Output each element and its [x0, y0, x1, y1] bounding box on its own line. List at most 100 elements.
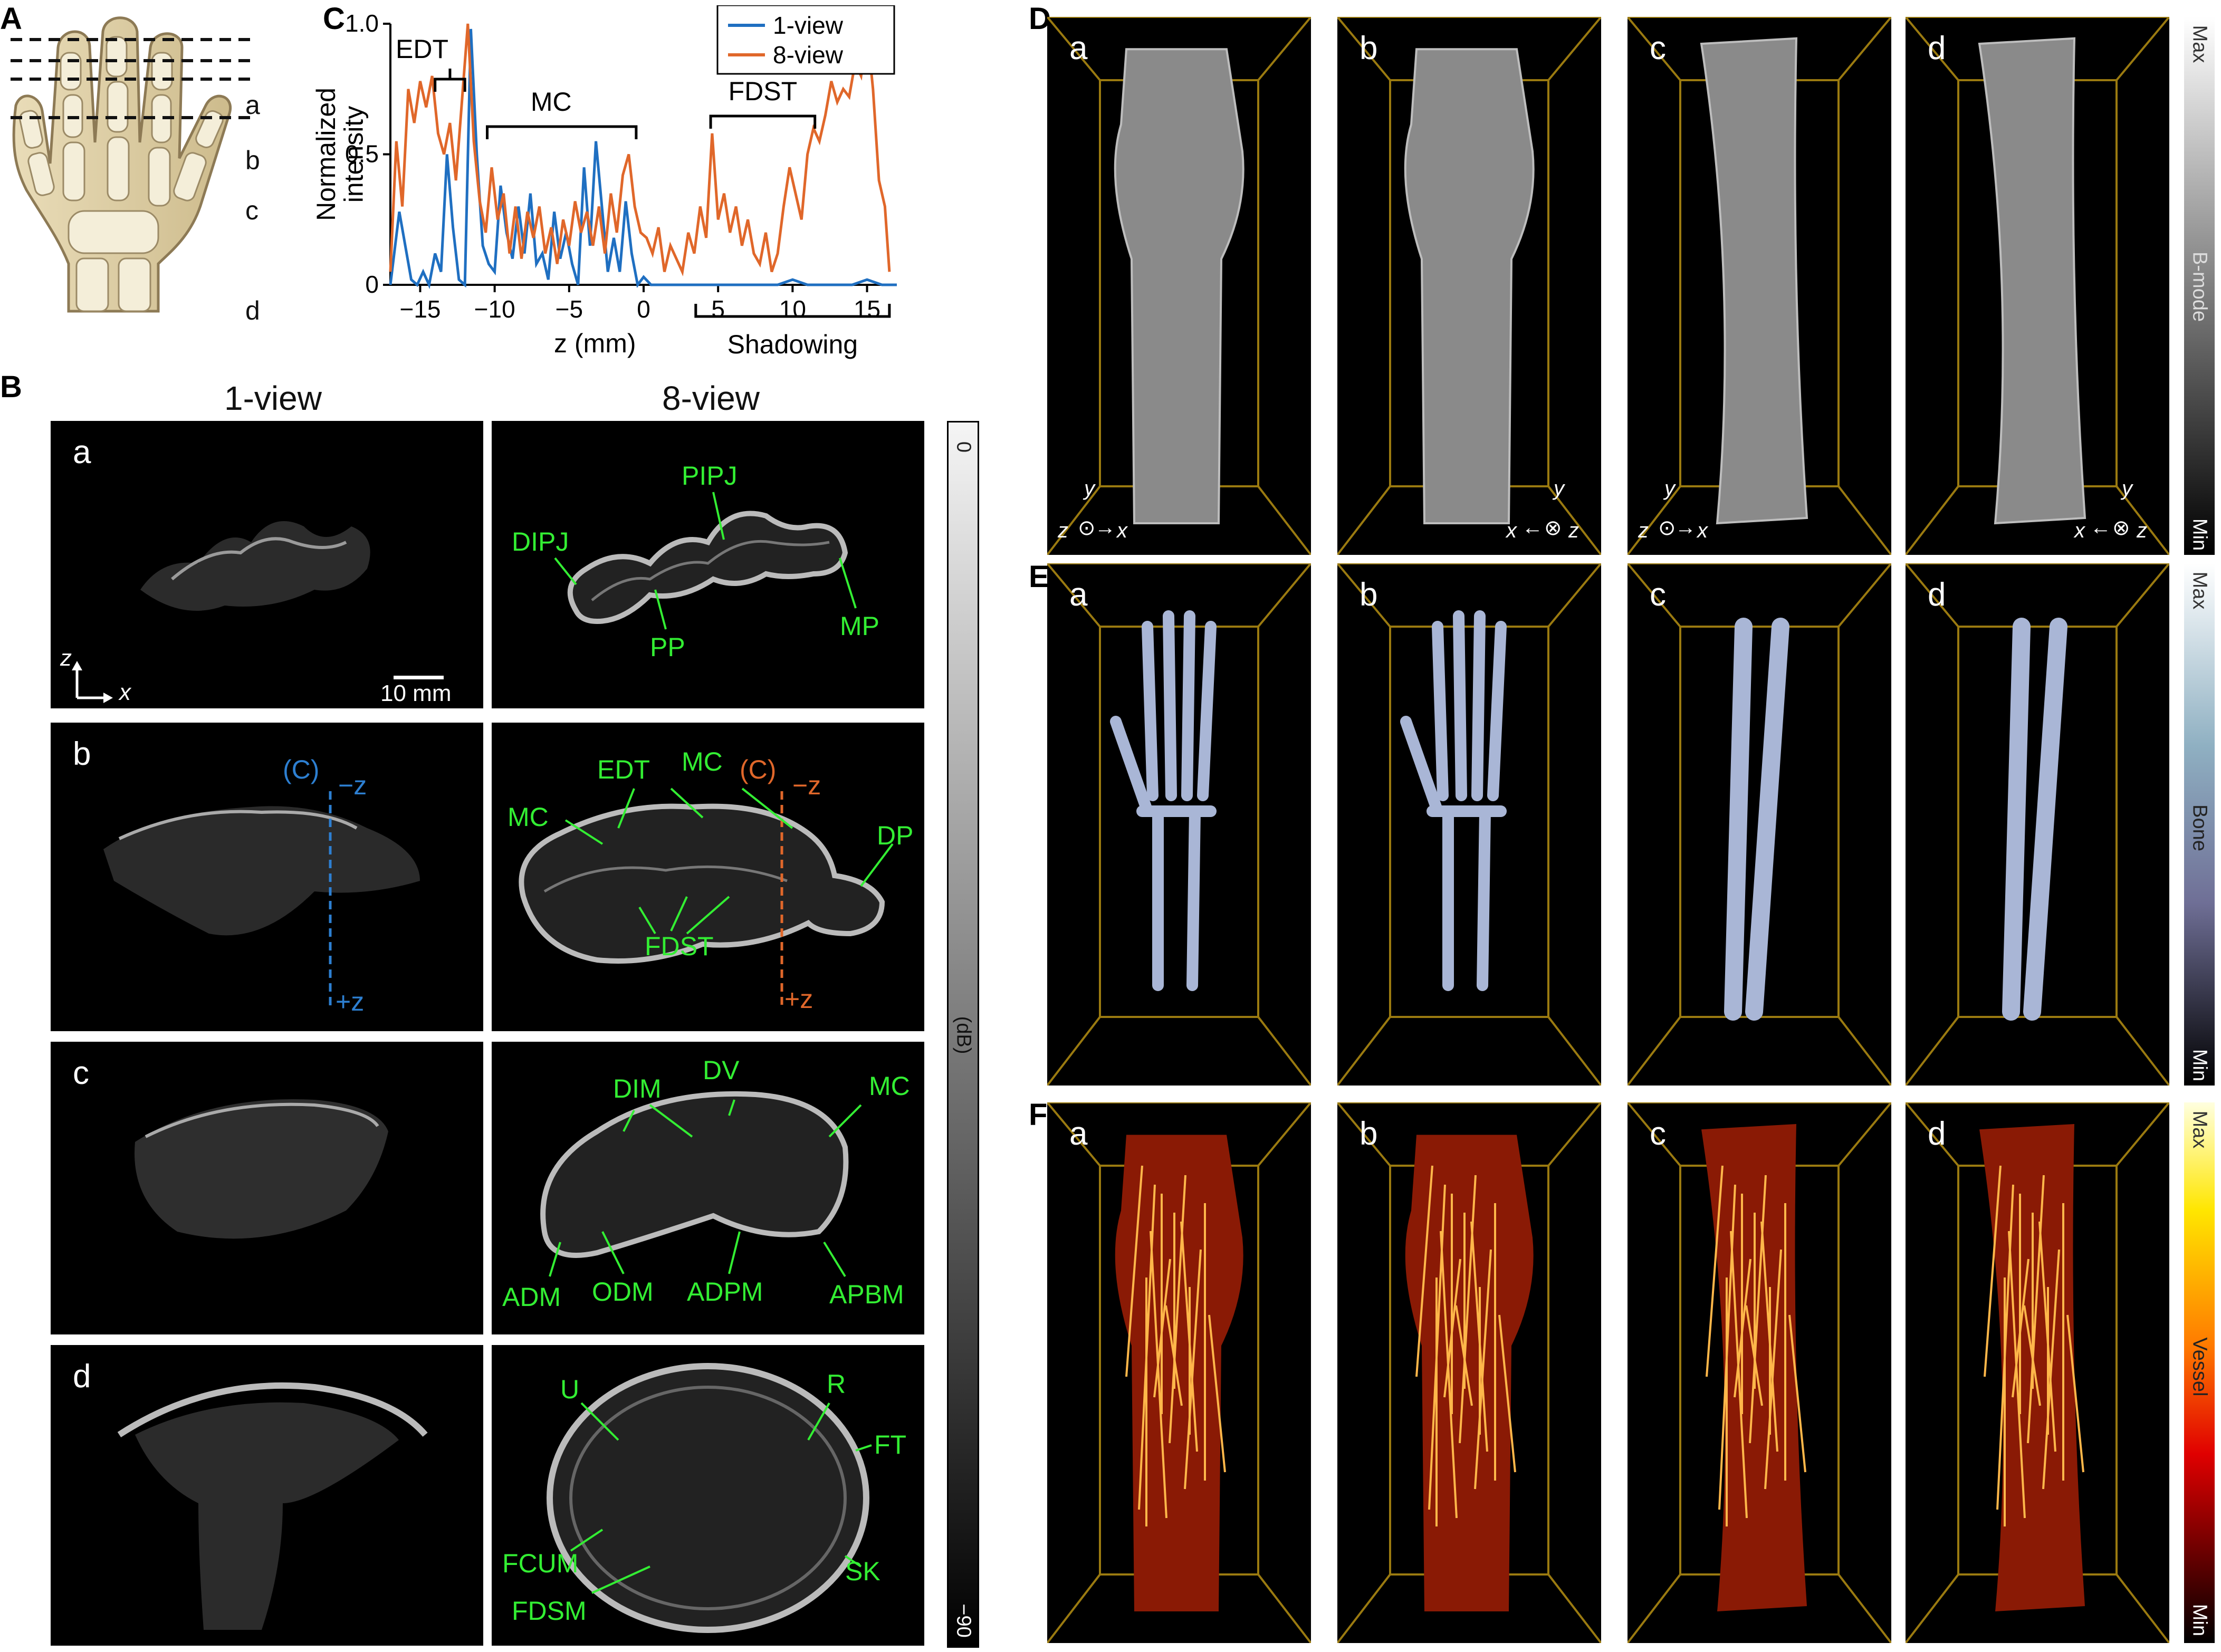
label-mc: MC: [869, 1071, 910, 1101]
row-label-a: a: [245, 90, 260, 120]
y-tick-label: 1.0: [345, 9, 379, 37]
panel-label-c: C: [323, 2, 345, 36]
col-header-1view: 1-view: [224, 379, 322, 417]
scale-bar-label: 10 mm: [380, 680, 452, 706]
label-fdst: FDST: [645, 931, 714, 961]
annotation-bracket: [434, 78, 466, 92]
legend-label: 8-view: [773, 41, 844, 69]
render-3d: [1628, 1102, 1891, 1643]
label-c-ref-8view: (C): [740, 755, 777, 784]
panel-label-a: A: [0, 2, 22, 36]
b-colorbar-top: 0: [952, 441, 974, 453]
b-tile-8view-b: EDT MC (C) −z MC DP FDST +z: [492, 723, 924, 1031]
col-header-8view: 8-view: [662, 379, 760, 417]
e-colorbar: Max Bone Min: [2184, 563, 2215, 1086]
d-tile-b: b y x ← ⊗ z: [1337, 17, 1601, 555]
tile-letter: c: [1650, 577, 1666, 613]
e-tile-c: c: [1628, 563, 1891, 1086]
tile-letter: b: [1360, 577, 1378, 613]
b-tile-8view-a: PIPJ DIPJ PP MP: [492, 421, 924, 708]
render-3d: [1337, 17, 1601, 555]
render-3d: [1628, 17, 1891, 555]
label-fdsm: FDSM: [512, 1596, 587, 1626]
label-apbm: APBM: [829, 1280, 904, 1309]
label-u: U: [560, 1375, 580, 1404]
x-tick-label: 5: [711, 295, 725, 323]
f-tile-b: b: [1337, 1102, 1601, 1643]
label-leaders: [554, 492, 857, 630]
e-tile-b: b: [1337, 563, 1601, 1086]
label-dv: DV: [703, 1055, 740, 1085]
render-3d: [1047, 17, 1311, 555]
e-tile-d: d: [1906, 563, 2169, 1086]
ultrasound-image: [567, 511, 848, 625]
panel-label-b: B: [0, 370, 22, 404]
legend-label: 1-view: [773, 12, 844, 39]
x-tick-label: 15: [854, 295, 880, 323]
render-3d: [1337, 1102, 1601, 1643]
x-tick-label: −10: [474, 295, 515, 323]
row-label-d: d: [245, 296, 260, 325]
label-mc-top: MC: [682, 747, 723, 776]
tile-letter: d: [1928, 577, 1946, 613]
axis-x-label: x: [119, 679, 131, 705]
label-odm: ODM: [592, 1277, 654, 1307]
render-3d: [1337, 563, 1601, 1086]
series-line-1-view: [389, 28, 897, 290]
label-r: R: [827, 1369, 846, 1399]
y-tick-label: 0: [365, 271, 379, 298]
x-tick-label: −15: [399, 295, 441, 323]
panel-label-f: F: [1029, 1098, 1048, 1132]
d-tile-c: c y z ⊙ → x: [1628, 17, 1891, 555]
orientation-axes: y x ← ⊗ z: [2074, 477, 2147, 542]
annotation-label: FDST: [729, 76, 798, 106]
f-tile-d: d: [1906, 1102, 2169, 1643]
label-minus-z-1view: −z: [338, 771, 367, 800]
label-sk: SK: [845, 1557, 880, 1586]
label-dim: DIM: [613, 1074, 662, 1103]
tile-letter: c: [1650, 1116, 1666, 1152]
annotation-bracket: [486, 125, 638, 139]
tile-letter: b: [1360, 1116, 1378, 1152]
b-tile-1view-c: c: [51, 1042, 483, 1334]
x-axis-label: z (mm): [554, 329, 636, 358]
render-3d: [1906, 563, 2169, 1086]
tile-letter: b: [1360, 30, 1378, 66]
label-mp: MP: [840, 611, 879, 641]
annotation-bracket: [709, 114, 817, 129]
tile-letter: c: [1650, 30, 1666, 66]
annotation-label: MC: [531, 87, 572, 117]
render-3d: [1628, 563, 1891, 1086]
label-adm: ADM: [502, 1282, 561, 1312]
tile-letter: a: [1069, 1116, 1088, 1152]
axis-indicator: [72, 661, 113, 703]
label-adpm: ADPM: [687, 1277, 763, 1307]
orientation-axes: y z ⊙ → x: [1058, 477, 1127, 542]
b-colorbar-bottom: −90: [952, 1603, 974, 1638]
ultrasound-image: [140, 521, 370, 611]
label-ft: FT: [874, 1430, 907, 1459]
label-minus-z-8view: −z: [792, 771, 821, 800]
b-tile-1view-d: d: [51, 1345, 483, 1646]
b-tile-8view-d: U R FT FCUM FDSM SK: [492, 1345, 924, 1646]
hand-skeleton-diagram: [11, 16, 251, 313]
render-3d: [1047, 1102, 1311, 1643]
b-tile-1view-b: b (C) −z +z: [51, 723, 483, 1031]
label-plus-z-8view: +z: [784, 984, 813, 1014]
label-fcum: FCUM: [502, 1549, 579, 1578]
intensity-profile-chart: −15 −10 −5 0 5 10 15 0 0.5 1.0 Normalizedintensity…: [311, 5, 897, 359]
legend: [716, 5, 895, 75]
render-3d: [1906, 17, 2169, 555]
orientation-axes: y x ← ⊗ z: [1506, 477, 1579, 542]
tile-letter: d: [1928, 30, 1946, 66]
label-dp: DP: [877, 821, 914, 850]
f-tile-a: a: [1047, 1102, 1311, 1643]
tile-letter: d: [1928, 1116, 1946, 1152]
panel-label-d: D: [1029, 2, 1051, 36]
e-tile-a: a: [1047, 563, 1311, 1086]
tile-letter: a: [1069, 30, 1088, 66]
axis-z-label: z: [60, 645, 72, 671]
ultrasound-image: [519, 787, 894, 1005]
x-tick-label: −5: [556, 295, 583, 323]
label-c-ref-1view: (C): [283, 755, 320, 784]
